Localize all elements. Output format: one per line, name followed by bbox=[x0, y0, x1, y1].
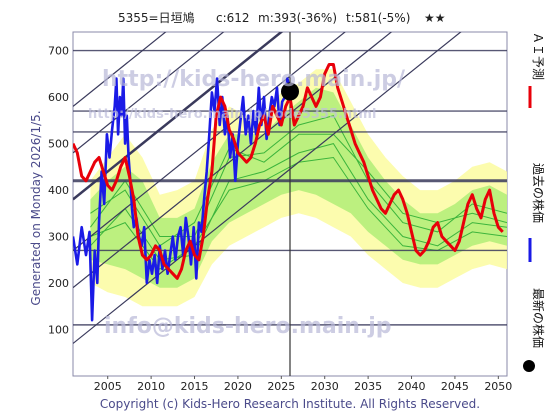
y-tick-label: 200 bbox=[48, 277, 69, 290]
header-rating-stars: ★★ bbox=[424, 11, 446, 25]
header-target-value: t:581(-5%) bbox=[346, 11, 410, 25]
watermark-email: info@kids-hero.main.jp bbox=[104, 314, 392, 339]
generated-date-label: Generated on Monday 2026/1/5. bbox=[29, 110, 43, 305]
x-tick-label: 2020 bbox=[224, 380, 252, 393]
x-tick-label: 2045 bbox=[441, 380, 469, 393]
watermark-url: http://kids-hero.main.jp/ bbox=[102, 67, 406, 92]
y-tick-label: 600 bbox=[48, 91, 69, 104]
band-line-0 bbox=[89, 115, 507, 237]
copyright-notice: Copyright (c) Kids-Hero Research Institu… bbox=[100, 397, 480, 411]
x-tick-label: 2005 bbox=[94, 380, 122, 393]
channel-line-3 bbox=[73, 32, 284, 201]
plot-layer bbox=[73, 32, 507, 376]
axis-layer: 2005 2010 2015 2020 2025 2030 2035 2040 2045 2050… bbox=[48, 45, 512, 393]
x-tick-label: 2035 bbox=[354, 380, 382, 393]
channel-line-4 bbox=[73, 32, 225, 154]
watermark-url-sub: http://kids-hero.main.jp/code5355.html bbox=[88, 107, 376, 122]
header-code-name: 5355=日垣鳩 bbox=[118, 11, 195, 25]
y-tick-label: 400 bbox=[48, 184, 69, 197]
x-tick-label: 2015 bbox=[181, 380, 209, 393]
y-tick-label: 300 bbox=[48, 231, 69, 244]
legend-latest-marker bbox=[523, 360, 535, 372]
series-ai bbox=[73, 63, 504, 280]
y-tick-label: 700 bbox=[48, 45, 69, 58]
channel-line-5 bbox=[73, 32, 167, 107]
legend-ai-label: ＡＩ予測 bbox=[531, 32, 545, 80]
x-tick-label: 2040 bbox=[398, 380, 426, 393]
y-tick-label: 500 bbox=[48, 138, 69, 151]
plot-clip-group bbox=[73, 32, 507, 376]
x-tick-label: 2025 bbox=[267, 380, 295, 393]
x-tick-label: 2010 bbox=[137, 380, 165, 393]
latest-price-marker bbox=[281, 82, 299, 101]
series-past bbox=[73, 77, 292, 322]
y-tick-label: 100 bbox=[48, 324, 69, 337]
header-mid-value: m:393(-36%) bbox=[258, 11, 337, 25]
header-current-price: c:612 bbox=[216, 11, 250, 25]
legend-latest-label: 最新の株価 bbox=[531, 288, 546, 348]
x-tick-label: 2050 bbox=[484, 380, 512, 393]
legend: ＡＩ予測 過去の株価 最新の株価 bbox=[523, 32, 546, 372]
legend-past-label: 過去の株価 bbox=[531, 163, 546, 223]
x-tick-label: 2030 bbox=[311, 380, 339, 393]
